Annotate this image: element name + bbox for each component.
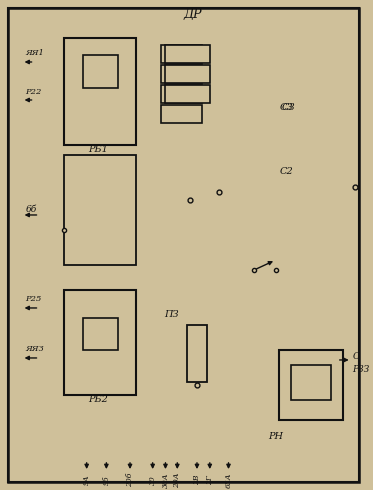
Bar: [83, 318, 118, 350]
Text: ЯЯ1: ЯЯ1: [26, 49, 44, 57]
Text: С3: С3: [282, 103, 295, 113]
Bar: [64, 290, 136, 395]
Text: 2Г: 2Г: [206, 475, 214, 485]
Bar: [166, 85, 210, 103]
Text: 6б: 6б: [26, 205, 37, 215]
Bar: [160, 45, 202, 63]
Bar: [166, 45, 210, 63]
Bar: [160, 65, 202, 83]
Text: 20б: 20б: [126, 473, 134, 487]
Text: РБ1: РБ1: [88, 146, 109, 154]
Text: РЗЗ: РЗЗ: [352, 366, 370, 374]
Text: РН: РН: [268, 433, 283, 441]
Text: С3: С3: [280, 103, 294, 113]
Bar: [187, 325, 207, 382]
Text: 9А: 9А: [83, 475, 91, 485]
Text: 20А: 20А: [173, 472, 181, 488]
Text: 30: 30: [149, 475, 157, 485]
Text: РБ2: РБ2: [88, 395, 109, 404]
Text: 2В: 2В: [193, 475, 201, 485]
Text: Р22: Р22: [26, 88, 42, 96]
Text: ЯЯЗ: ЯЯЗ: [26, 345, 44, 353]
Text: Р25: Р25: [26, 295, 42, 303]
Text: 9б: 9б: [102, 475, 110, 485]
Bar: [279, 350, 343, 420]
Text: О: О: [352, 352, 360, 362]
Bar: [64, 155, 136, 265]
Bar: [160, 85, 202, 103]
Bar: [64, 38, 136, 145]
Bar: [291, 365, 331, 400]
Bar: [83, 55, 118, 88]
Text: С2: С2: [280, 168, 294, 176]
Bar: [160, 105, 202, 123]
Text: ДР: ДР: [184, 8, 202, 22]
Bar: [166, 65, 210, 83]
Text: 65А: 65А: [225, 472, 232, 488]
Text: ПЗ: ПЗ: [164, 311, 179, 319]
Text: 30А: 30А: [162, 472, 169, 488]
